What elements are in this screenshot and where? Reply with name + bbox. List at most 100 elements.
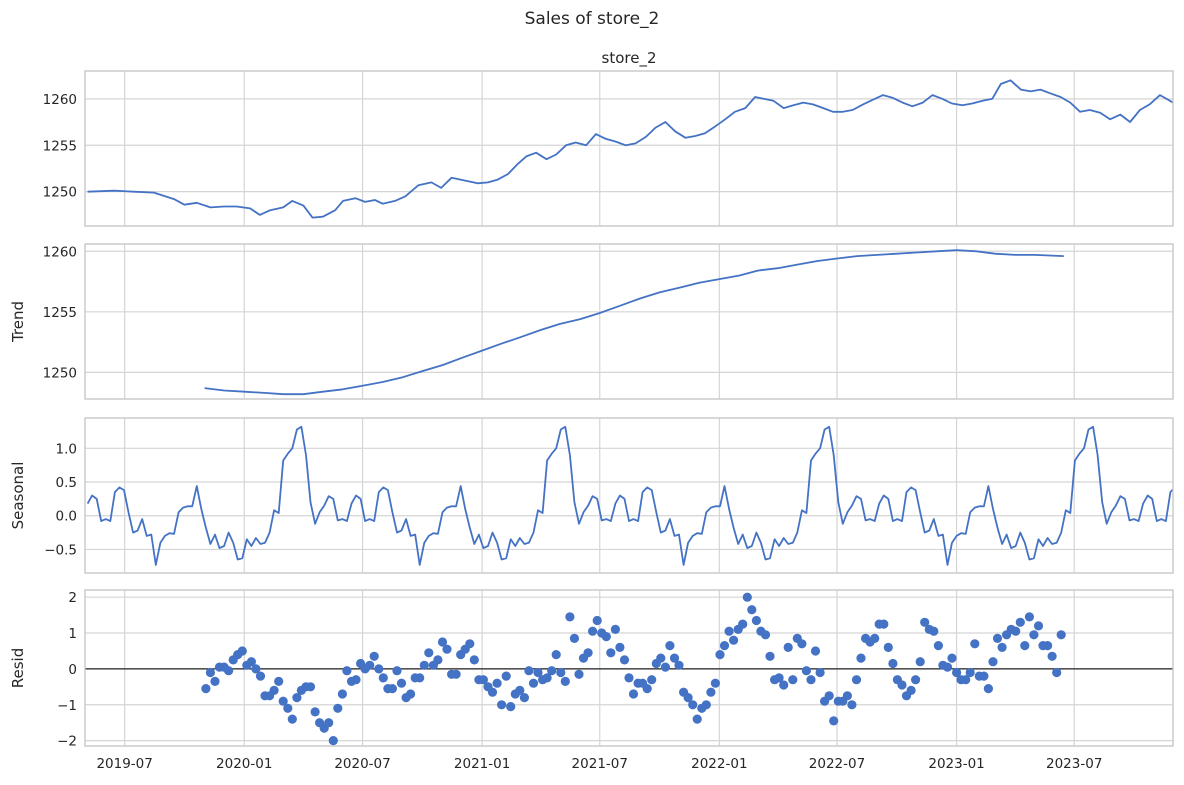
resid-point [1029, 630, 1039, 640]
y-axis-label: Resid [9, 648, 27, 688]
resid-point [378, 673, 388, 683]
resid-point [760, 630, 771, 640]
plot-frame [84, 417, 1174, 574]
resid-point [729, 635, 739, 645]
resid-point [610, 624, 621, 635]
resid-point [992, 633, 1003, 644]
resid-point [415, 673, 425, 683]
resid-point [851, 675, 862, 685]
x-tick-label: 2020-07 [334, 756, 390, 772]
resid-point [715, 650, 725, 660]
resid-point [246, 657, 256, 667]
resid-point [660, 662, 671, 672]
resid-point [419, 660, 429, 670]
resid-point [328, 736, 338, 746]
resid-point [961, 675, 971, 685]
resid-point [856, 653, 866, 663]
resid-point [783, 642, 793, 653]
resid-point [1047, 651, 1057, 661]
resid-point [556, 667, 566, 678]
resid-point [906, 685, 916, 696]
resid-point [560, 676, 570, 687]
resid-point [533, 667, 543, 678]
resid-point [947, 653, 957, 663]
resid-point [965, 667, 975, 678]
resid-point [870, 633, 880, 644]
plot-area [85, 590, 1173, 746]
observed-series-line [87, 79, 1173, 219]
resid-point [665, 641, 675, 651]
resid-point [829, 716, 839, 726]
resid-point [601, 632, 611, 642]
resid-point [287, 714, 297, 724]
resid-point [396, 678, 407, 688]
resid-point [656, 653, 666, 663]
resid-point [738, 619, 748, 629]
x-tick-label: 2022-07 [809, 756, 865, 772]
resid-point [519, 693, 530, 703]
resid-point [492, 678, 502, 688]
resid-point [528, 678, 539, 688]
resid-point [674, 660, 684, 670]
resid-point [392, 666, 402, 676]
y-tick-label: 1.0 [56, 441, 77, 457]
resid-point [719, 641, 730, 651]
resid-point [774, 673, 784, 683]
y-tick-label: 1250 [43, 185, 77, 201]
resid-point [501, 671, 511, 681]
resid-point [920, 617, 930, 627]
y-tick-label: 0.0 [56, 509, 77, 525]
y-tick-label: 1260 [43, 92, 77, 108]
resid-point [879, 619, 889, 629]
resid-point [278, 696, 288, 706]
trend-panel: 1250 1255 1260 Trend [9, 243, 1174, 400]
resid-point [1011, 626, 1021, 636]
resid-point [583, 648, 593, 658]
resid-point [1033, 621, 1044, 631]
resid-point [806, 675, 816, 685]
resid-point [801, 666, 812, 676]
resid-point [424, 648, 434, 658]
resid-point [692, 714, 702, 724]
resid-point [897, 680, 907, 690]
resid-point [224, 666, 234, 676]
y-tick-label: −2 [57, 734, 77, 750]
y-tick-label: 1255 [43, 305, 77, 321]
y-tick-label: 0.5 [56, 475, 77, 491]
resid-point [487, 687, 498, 697]
resid-point [815, 667, 825, 678]
resid-point [742, 592, 752, 602]
resid-point [915, 657, 925, 667]
y-tick-label: −1 [57, 698, 77, 714]
series-group [85, 592, 1173, 746]
x-tick-label: 2021-07 [572, 756, 628, 772]
resid-point [1043, 641, 1053, 651]
resid-point [970, 639, 980, 649]
resid-point [1056, 630, 1066, 640]
resid-point [305, 682, 316, 692]
resid-point [979, 671, 989, 681]
trend-series-line [204, 249, 1064, 396]
resid-point [310, 707, 320, 717]
plot-area [85, 418, 1173, 573]
x-tick-label: 2021-01 [454, 756, 510, 772]
resid-point [810, 646, 821, 656]
resid-point [342, 666, 352, 676]
y-tick-label: 1260 [43, 244, 77, 260]
resid-point [433, 655, 443, 665]
resid-point [574, 669, 584, 679]
series-group [204, 249, 1064, 396]
resid-panel: −2 −1 0 1 2 Resid 2019-07 2020-01 2020-07 2021-01… [9, 589, 1174, 772]
resid-point [365, 660, 375, 670]
x-tick-label: 2023-07 [1046, 756, 1102, 772]
resid-point [779, 680, 789, 690]
resid-point [624, 673, 634, 683]
resid-point [269, 685, 279, 696]
resid-point [619, 655, 630, 665]
x-tick-label: 2022-01 [691, 756, 747, 772]
resid-point [406, 689, 416, 699]
y-tick-label: 1 [68, 626, 77, 642]
resid-point [524, 666, 534, 676]
x-tick-label: 2020-01 [216, 756, 272, 772]
